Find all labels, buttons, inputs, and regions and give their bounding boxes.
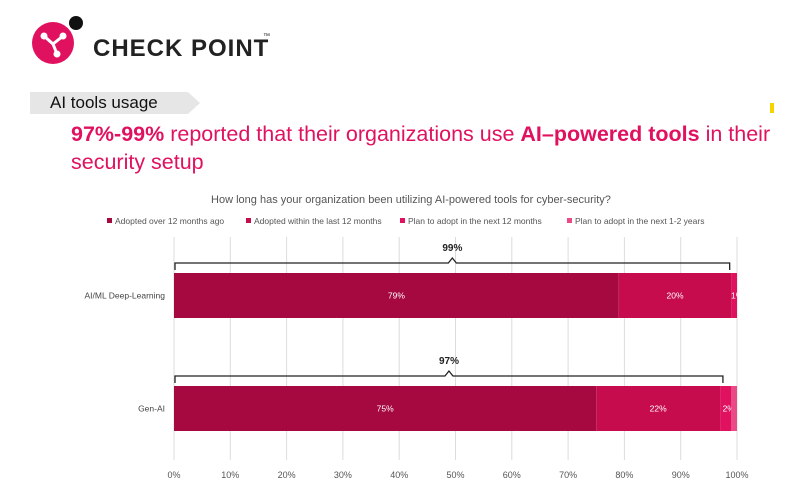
legend-swatch <box>246 218 251 223</box>
legend-swatch <box>400 218 405 223</box>
logo-dot-icon <box>69 16 83 30</box>
legend-label: Adopted within the last 12 months <box>254 216 382 226</box>
check-point-logo <box>32 16 83 64</box>
bar-segment <box>618 273 732 318</box>
headline-stat: 97%-99% <box>71 122 165 146</box>
legend-label: Plan to adopt in the next 12 months <box>408 216 542 226</box>
x-tick-label: 0% <box>167 470 180 480</box>
data-label: 2% <box>723 404 736 414</box>
x-tick-label: 40% <box>390 470 408 480</box>
x-tick-label: 10% <box>221 470 239 480</box>
total-bracket <box>174 369 724 383</box>
data-label: 20% <box>667 291 684 301</box>
accent-mark <box>770 103 774 113</box>
bar-segment <box>731 386 737 431</box>
x-tick-label: 90% <box>672 470 690 480</box>
bar-segment <box>174 273 619 318</box>
x-tick-label: 70% <box>559 470 577 480</box>
data-label: 79% <box>388 291 405 301</box>
headline-text-end: in their security setup <box>71 122 771 174</box>
bar-segment <box>174 386 597 431</box>
legend-swatch <box>567 218 572 223</box>
bracket-label: 97% <box>439 356 459 367</box>
total-bracket <box>174 256 731 270</box>
headline-emphasis: AI–powered tools <box>520 122 700 146</box>
legend-label: Adopted over 12 months ago <box>115 216 224 226</box>
bracket-label: 99% <box>442 243 462 254</box>
category-label: AI/ML Deep-Learning <box>85 291 166 301</box>
legend-swatch <box>107 218 112 223</box>
headline: 97%-99% reported that their organization… <box>71 120 771 176</box>
bar-segment <box>731 273 737 318</box>
category-label: Gen-AI <box>138 404 165 414</box>
x-tick-label: 80% <box>615 470 633 480</box>
chart-title: How long has your organization been util… <box>211 194 611 206</box>
x-tick-label: 20% <box>278 470 296 480</box>
brand-name: CHECK POINT <box>93 35 270 62</box>
x-tick-label: 60% <box>503 470 521 480</box>
data-label: 1% <box>731 291 744 301</box>
brand-trademark: ™ <box>263 33 270 40</box>
bar-segment <box>720 386 732 431</box>
x-tick-label: 30% <box>334 470 352 480</box>
bar-segment <box>596 386 721 431</box>
headline-text: reported that their organizations use <box>164 122 521 146</box>
data-label: 22% <box>650 404 667 414</box>
x-tick-label: 100% <box>725 470 748 480</box>
legend-label: Plan to adopt in the next 1-2 years <box>575 216 704 226</box>
section-tag-shape <box>30 92 200 114</box>
x-tick-label: 50% <box>446 470 464 480</box>
data-label: 75% <box>377 404 394 414</box>
section-tag: AI tools usage <box>50 93 158 112</box>
